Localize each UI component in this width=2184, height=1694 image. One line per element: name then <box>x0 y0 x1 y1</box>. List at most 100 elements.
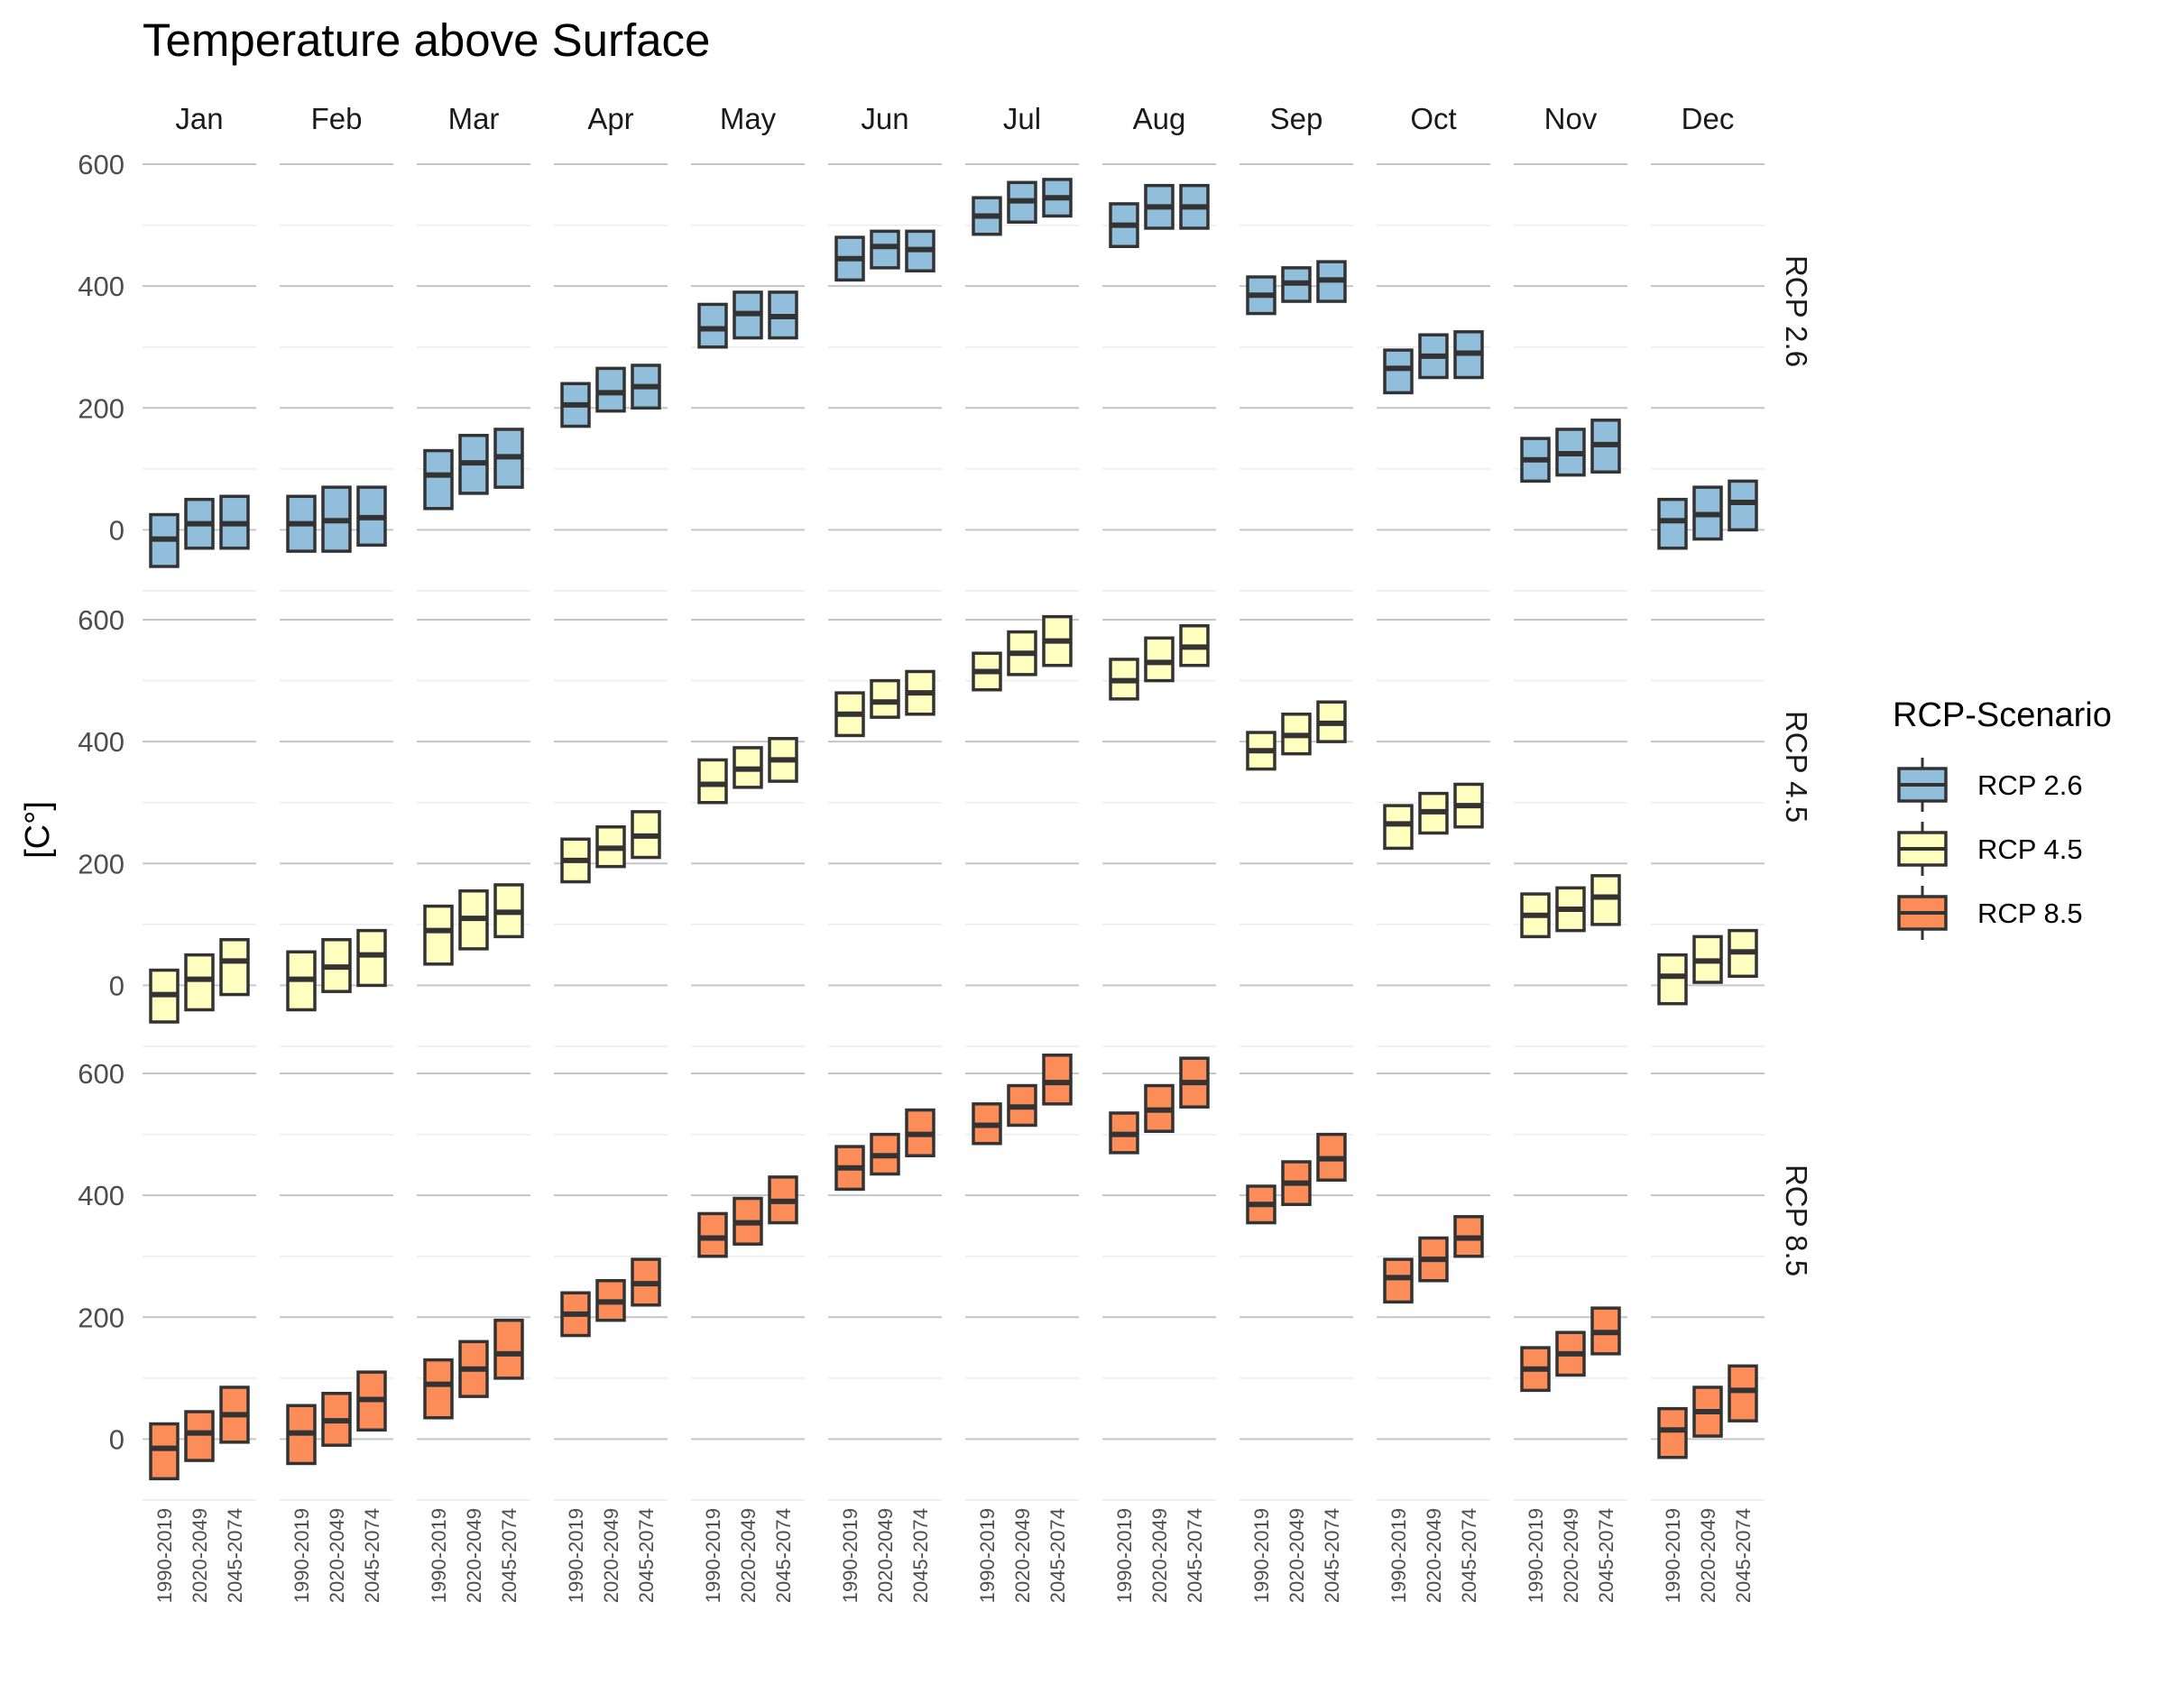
box <box>1383 804 1414 851</box>
month-strip-label: Nov <box>1544 102 1598 135</box>
month-strip-label: Jan <box>175 102 223 135</box>
legend-item: RCP 4.5 <box>1897 822 2083 876</box>
x-tick-label: 2020-2049 <box>1423 1508 1445 1603</box>
x-tick-label: 1990-2019 <box>290 1508 313 1603</box>
box <box>1144 636 1175 683</box>
y-tick-label: 0 <box>109 970 124 1001</box>
x-tick-label: 2045-2074 <box>1184 1508 1206 1603</box>
y-tick-label: 400 <box>78 271 124 302</box>
box <box>1042 1054 1073 1106</box>
y-tick-label: 400 <box>78 726 124 758</box>
y-tick-label: 600 <box>78 1058 124 1090</box>
chart-title: Temperature above Surface <box>143 14 710 66</box>
box <box>697 302 728 349</box>
x-tick-label: 2045-2074 <box>224 1508 246 1603</box>
x-tick-label: 2020-2049 <box>1286 1508 1308 1603</box>
x-tick-label: 2045-2074 <box>772 1508 795 1603</box>
y-tick-label: 200 <box>78 392 124 424</box>
y-tick-label: 0 <box>109 1423 124 1455</box>
box <box>697 758 728 805</box>
x-tick-label: 2045-2074 <box>1046 1508 1069 1603</box>
x-tick-label: 2020-2049 <box>326 1508 348 1603</box>
x-tick-label: 2045-2074 <box>1458 1508 1480 1603</box>
box <box>1728 479 1758 532</box>
x-tick-label: 1990-2019 <box>1250 1508 1273 1603</box>
month-strip-label: Dec <box>1682 102 1735 135</box>
x-tick-label: 2020-2049 <box>1560 1508 1582 1603</box>
plot-area: Jan Feb Mar Apr May Jun Jul Aug Sep Oct Nov Dec 0 200… <box>78 102 1813 1603</box>
month-strip-label: Jun <box>861 102 908 135</box>
box <box>356 928 387 988</box>
x-tick-label: 1990-2019 <box>1113 1508 1136 1603</box>
x-tick-label: 1990-2019 <box>1662 1508 1684 1603</box>
x-tick-label: 2020-2049 <box>737 1508 760 1603</box>
box <box>870 678 900 719</box>
x-tick-label: 2045-2074 <box>635 1508 658 1603</box>
box <box>423 1358 454 1420</box>
y-tick-label: 600 <box>78 149 124 180</box>
x-tick-label: 1990-2019 <box>976 1508 999 1603</box>
x-tick-label: 2045-2074 <box>498 1508 521 1603</box>
box <box>493 1318 524 1380</box>
legend: RCP-Scenario RCP 2.6 RCP 4.5 RCP 8.5 <box>1893 696 2112 940</box>
x-tick-label: 1990-2019 <box>153 1508 176 1603</box>
month-strip-label: May <box>720 102 777 135</box>
month-strip-label: Jul <box>1003 102 1041 135</box>
x-tick-label: 2045-2074 <box>361 1508 383 1603</box>
box <box>149 1422 180 1481</box>
y-tick-label: 0 <box>109 514 124 546</box>
facet-label: RCP 8.5 <box>1780 1165 1813 1276</box>
x-tick-label: 1990-2019 <box>839 1508 862 1603</box>
box <box>870 229 900 270</box>
legend-item: RCP 8.5 <box>1897 886 2083 940</box>
month-strip-label: Sep <box>1270 102 1323 135</box>
x-tick-label: 1990-2019 <box>702 1508 724 1603</box>
box <box>423 904 454 966</box>
x-tick-label: 2045-2074 <box>1732 1508 1755 1603</box>
x-tick-label: 2020-2049 <box>463 1508 485 1603</box>
box <box>1728 1364 1758 1422</box>
facet-label: RCP 2.6 <box>1780 255 1813 367</box>
month-strip-label: Mar <box>448 102 500 135</box>
x-tick-label: 2020-2049 <box>1011 1508 1034 1603</box>
legend-label: RCP 2.6 <box>1977 769 2083 801</box>
box <box>697 1211 728 1258</box>
facet-panel: 0 200 400 600 RCP 2.6 <box>78 149 1813 592</box>
y-tick-label: 200 <box>78 848 124 879</box>
x-tick-label: 1990-2019 <box>1525 1508 1547 1603</box>
x-tick-label: 1990-2019 <box>565 1508 587 1603</box>
box <box>1657 1406 1688 1459</box>
box <box>595 366 626 413</box>
box <box>1383 348 1414 395</box>
x-tick-label: 2020-2049 <box>189 1508 211 1603</box>
legend-label: RCP 4.5 <box>1977 833 2083 865</box>
box <box>1383 1257 1414 1304</box>
month-strip-label: Aug <box>1133 102 1186 135</box>
x-tick-label: 2020-2049 <box>1148 1508 1171 1603</box>
box <box>1590 874 1621 926</box>
box <box>1657 497 1688 550</box>
facet-panel: 0 200 400 600 RCP 8.5 <box>78 1054 1813 1501</box>
legend-item: RCP 2.6 <box>1897 758 2083 812</box>
y-tick-label: 600 <box>78 604 124 636</box>
x-tick-label: 2020-2049 <box>600 1508 622 1603</box>
x-tick-label: 1990-2019 <box>428 1508 450 1603</box>
x-tick-label: 1990-2019 <box>1387 1508 1410 1603</box>
month-strip-label: Oct <box>1410 102 1456 135</box>
box <box>1657 953 1688 1006</box>
box <box>184 1410 215 1462</box>
x-tick-label: 2020-2049 <box>874 1508 897 1603</box>
facet-label: RCP 4.5 <box>1780 711 1813 823</box>
x-tick-label: 2045-2074 <box>1321 1508 1343 1603</box>
legend-label: RCP 8.5 <box>1977 898 2083 929</box>
y-tick-label: 200 <box>78 1302 124 1333</box>
x-tick-label: 2045-2074 <box>909 1508 932 1603</box>
x-tick-label: 2020-2049 <box>1697 1508 1719 1603</box>
month-strip-label: Apr <box>587 102 633 135</box>
box <box>184 953 215 1012</box>
box <box>219 938 250 997</box>
y-tick-label: 400 <box>78 1180 124 1211</box>
y-axis-label: [C°] <box>19 801 57 859</box>
legend-title: RCP-Scenario <box>1893 696 2112 734</box>
